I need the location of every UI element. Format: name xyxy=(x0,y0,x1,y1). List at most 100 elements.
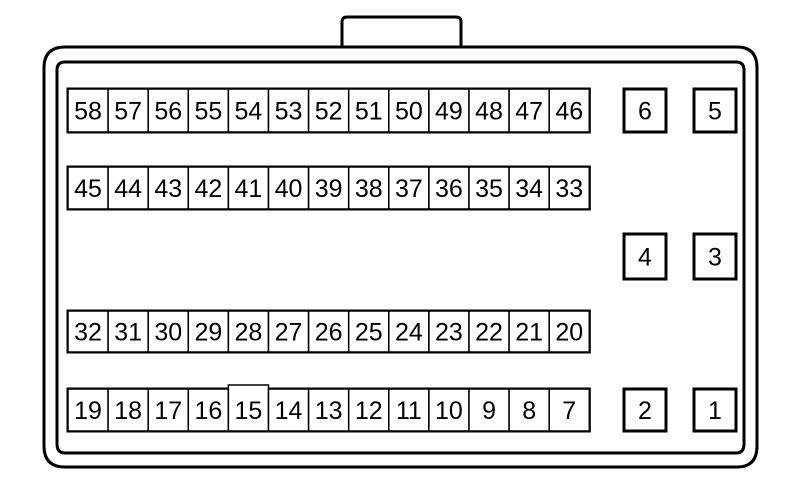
pin-15: 15 xyxy=(227,384,270,432)
pin-cavity xyxy=(227,384,270,432)
pin-cavity xyxy=(107,88,149,133)
pin-number: 26 xyxy=(315,319,343,347)
pin-number: 41 xyxy=(235,175,263,203)
pin-number: 49 xyxy=(435,98,463,126)
pin-number: 52 xyxy=(315,98,343,126)
pin-cavity xyxy=(622,232,668,281)
connector-inner-housing xyxy=(55,60,746,455)
pin-24: 24 xyxy=(388,310,430,353)
pin-cavity xyxy=(548,88,591,133)
pin-43: 43 xyxy=(147,166,190,210)
pin-6: 6 xyxy=(622,87,668,134)
pin-number: 16 xyxy=(194,397,222,425)
pin-55: 55 xyxy=(187,88,230,133)
pin-cavity xyxy=(692,387,738,433)
pin-50: 50 xyxy=(388,88,430,133)
pin-cavity xyxy=(107,310,149,353)
pin-number: 25 xyxy=(355,319,383,347)
pin-cavity xyxy=(548,310,591,353)
pin-cavity xyxy=(227,88,270,133)
pin-34: 34 xyxy=(508,166,550,210)
pin-number: 31 xyxy=(114,319,142,347)
pin-number: 4 xyxy=(638,244,652,272)
pin-number: 11 xyxy=(396,397,422,425)
pin-number: 46 xyxy=(555,98,583,126)
pin-cavity xyxy=(428,310,470,353)
pin-number: 21 xyxy=(515,319,543,347)
pin-18: 18 xyxy=(107,388,149,432)
pin-cavity xyxy=(468,166,510,210)
pin-29: 29 xyxy=(187,310,230,353)
pin-number: 56 xyxy=(154,98,182,126)
pin-57: 57 xyxy=(107,88,149,133)
pin-cavity xyxy=(622,387,668,433)
pin-number: 9 xyxy=(482,397,496,425)
pin-41: 41 xyxy=(227,166,270,210)
pin-cavity xyxy=(388,88,430,133)
pin-cavity xyxy=(227,166,270,210)
pin-number: 53 xyxy=(275,98,303,126)
pin-cavity xyxy=(388,388,430,432)
pin-number: 19 xyxy=(74,397,102,425)
pin-40: 40 xyxy=(267,166,310,210)
pin-cavity xyxy=(147,388,190,432)
pin-cavity xyxy=(267,166,310,210)
pin-number: 57 xyxy=(114,98,142,126)
pin-cavity xyxy=(548,166,591,210)
pin-number: 37 xyxy=(395,175,423,203)
pin-33: 33 xyxy=(548,166,591,210)
pin-45: 45 xyxy=(67,166,109,210)
pin-35: 35 xyxy=(468,166,510,210)
pin-number: 8 xyxy=(522,397,536,425)
pin-number: 42 xyxy=(194,175,222,203)
pin-25: 25 xyxy=(347,310,390,353)
pin-number: 20 xyxy=(555,319,583,347)
pin-cavity xyxy=(107,388,149,432)
pin-cavity xyxy=(187,310,230,353)
pin-cavity xyxy=(307,88,350,133)
pin-number: 13 xyxy=(315,397,343,425)
connector-outer-housing xyxy=(42,45,759,469)
pin-cavity xyxy=(267,310,310,353)
pin-cavity xyxy=(307,310,350,353)
pin-number: 43 xyxy=(154,175,182,203)
pin-23: 23 xyxy=(428,310,470,353)
pin-30: 30 xyxy=(147,310,190,353)
pin-19: 19 xyxy=(67,388,109,432)
pin-3: 3 xyxy=(692,232,738,281)
pin-56: 56 xyxy=(147,88,190,133)
pin-cavity xyxy=(388,310,430,353)
pin-51: 51 xyxy=(347,88,390,133)
pin-number: 36 xyxy=(435,175,463,203)
pin-cavity xyxy=(347,88,390,133)
pin-cavity xyxy=(147,88,190,133)
pin-58: 58 xyxy=(67,88,109,133)
pin-number: 54 xyxy=(235,98,263,126)
pin-16: 16 xyxy=(187,388,230,432)
pin-cavity xyxy=(107,166,149,210)
pin-number: 50 xyxy=(395,98,423,126)
pin-number: 27 xyxy=(275,319,303,347)
pin-22: 22 xyxy=(468,310,510,353)
pin-13: 13 xyxy=(307,388,350,432)
pin-number: 33 xyxy=(555,175,583,203)
pin-47: 47 xyxy=(508,88,550,133)
pin-52: 52 xyxy=(307,88,350,133)
pin-26: 26 xyxy=(307,310,350,353)
pin-39: 39 xyxy=(307,166,350,210)
pin-cavity xyxy=(468,310,510,353)
pin-32: 32 xyxy=(67,310,109,353)
pin-44: 44 xyxy=(107,166,149,210)
pin-48: 48 xyxy=(468,88,510,133)
pin-number: 30 xyxy=(154,319,182,347)
pin-number: 38 xyxy=(355,175,383,203)
pin-number: 51 xyxy=(355,98,383,126)
pin-36: 36 xyxy=(428,166,470,210)
pin-cavity xyxy=(692,87,738,134)
pin-number: 45 xyxy=(74,175,102,203)
pin-7: 7 xyxy=(548,388,591,432)
pin-number: 32 xyxy=(74,319,102,347)
pin-cavity xyxy=(548,388,591,432)
pin-27: 27 xyxy=(267,310,310,353)
